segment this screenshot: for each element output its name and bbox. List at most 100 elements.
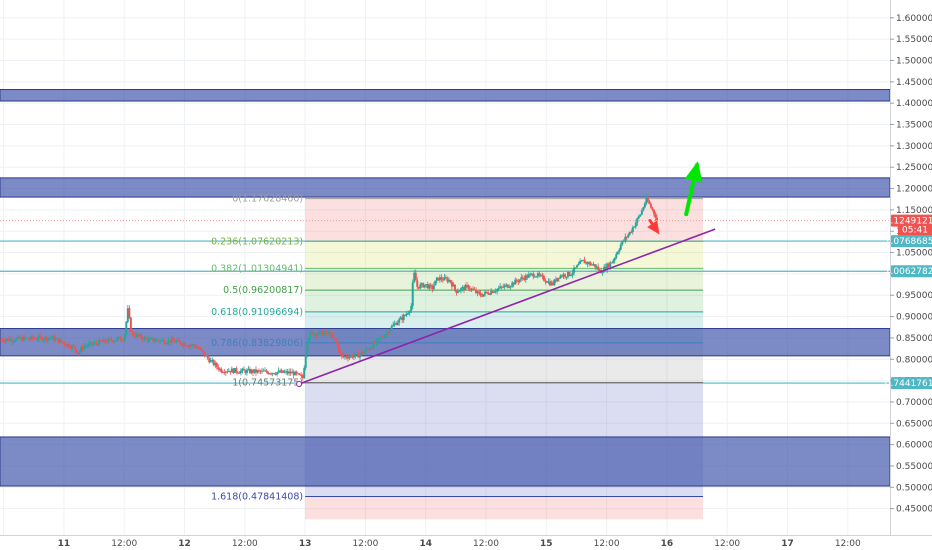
price-tick-label: 0.70000000 — [896, 398, 932, 408]
candle-body — [646, 196, 649, 202]
time-axis[interactable]: 11 12:00 12 12:00 13 12:00 14 12:00 15 12:00 16 12:… — [0, 535, 932, 550]
candle-body — [441, 279, 444, 281]
candle-body — [601, 272, 604, 274]
candle-body — [191, 344, 194, 346]
candle-body — [304, 355, 307, 368]
candle-body — [214, 363, 217, 366]
price-tick-label: 1.55000000 — [896, 35, 932, 45]
candle-body — [205, 355, 208, 357]
candle-body — [466, 285, 469, 287]
candle-body — [351, 355, 354, 358]
candle-body — [482, 294, 485, 297]
candle-body — [573, 267, 576, 273]
candle-body — [494, 291, 497, 293]
candle-body — [128, 308, 131, 318]
fibonacci-levels[interactable]: 0(1.17628460) 0.236(1.07620213) 0.382(1.01… — [211, 194, 704, 503]
candle-body — [556, 277, 559, 282]
candle-body — [515, 279, 518, 282]
candle-body — [402, 314, 405, 321]
support-resistance-zones[interactable] — [0, 89, 891, 487]
candle-body — [434, 280, 437, 286]
zone-rectangle[interactable] — [0, 328, 891, 357]
price-tag-label: 1.00627823 — [885, 267, 932, 277]
trendline-anchor[interactable] — [296, 381, 303, 388]
candle-body — [108, 338, 111, 340]
candle-body — [616, 252, 619, 255]
time-tick-label: 14 — [419, 539, 432, 549]
candle-body — [615, 254, 618, 259]
candle-body — [559, 275, 562, 279]
candle-body — [431, 286, 434, 290]
candle-body — [265, 370, 268, 373]
candle-body — [122, 340, 125, 342]
candle-body — [102, 339, 105, 342]
candle-body — [190, 345, 193, 347]
candle-body — [583, 259, 586, 264]
candle-body — [197, 347, 200, 349]
candle-body — [651, 207, 654, 210]
candle-body — [120, 340, 123, 342]
candle-body — [170, 338, 173, 343]
candle-body — [62, 342, 65, 344]
candle-body — [203, 352, 206, 357]
trendline-group[interactable] — [296, 228, 716, 388]
candle-body — [271, 373, 274, 375]
candle-body — [654, 213, 657, 218]
candle-body — [539, 275, 542, 277]
candle-body — [361, 352, 364, 354]
candle-body — [491, 291, 494, 293]
candle-body — [267, 372, 270, 374]
candle-body — [303, 367, 306, 379]
candle-body — [274, 373, 277, 375]
candle-body — [392, 324, 395, 327]
price-tick-label: 0.55000000 — [896, 462, 932, 472]
candle-body — [125, 321, 128, 335]
candle-body — [526, 275, 529, 278]
fib-level-label: 1.618(0.47841408) — [211, 492, 303, 503]
candle-body — [642, 207, 645, 211]
arrow-annotations[interactable] — [647, 161, 703, 235]
candle-body — [149, 338, 152, 340]
candle-body — [80, 347, 83, 352]
candle-body — [134, 335, 137, 337]
candle-body — [639, 214, 642, 217]
candle-body — [217, 366, 220, 370]
candle-body — [395, 323, 398, 325]
candle-body — [71, 345, 74, 349]
zone-rectangle[interactable] — [0, 89, 891, 102]
candle-body — [536, 273, 539, 277]
candle-body — [138, 334, 141, 336]
up-arrow-icon[interactable] — [684, 161, 703, 183]
candle-body — [450, 282, 453, 287]
candle-body — [447, 279, 450, 282]
candle-body — [176, 339, 179, 342]
candle-body — [333, 337, 336, 339]
zone-rectangle[interactable] — [0, 177, 891, 198]
zone-rectangle[interactable] — [0, 436, 891, 487]
candle-body — [175, 341, 178, 343]
candle-body — [420, 283, 423, 285]
price-tick-label: 0.60000000 — [896, 441, 932, 451]
candle-body — [16, 336, 19, 339]
candle-body — [75, 349, 78, 354]
candle-body — [123, 334, 126, 341]
candle-body — [325, 331, 328, 334]
candle-body — [131, 331, 134, 333]
fib-level-label: 0.5(0.96200817) — [223, 285, 303, 296]
price-tick-label: 0.50000000 — [896, 483, 932, 493]
candle-body — [212, 360, 215, 366]
candle-body — [206, 355, 209, 359]
candle-body — [25, 338, 28, 340]
candle-body — [135, 334, 138, 337]
candle-body — [220, 368, 223, 373]
candle-body — [521, 277, 524, 279]
candle-body — [276, 372, 279, 375]
trendline[interactable] — [298, 228, 716, 385]
candle-body — [499, 286, 502, 289]
candle-body — [285, 371, 288, 373]
down-arrow-icon[interactable] — [647, 220, 660, 235]
candle-body — [200, 348, 203, 351]
candle-body — [354, 353, 357, 356]
candle-body — [479, 293, 482, 296]
